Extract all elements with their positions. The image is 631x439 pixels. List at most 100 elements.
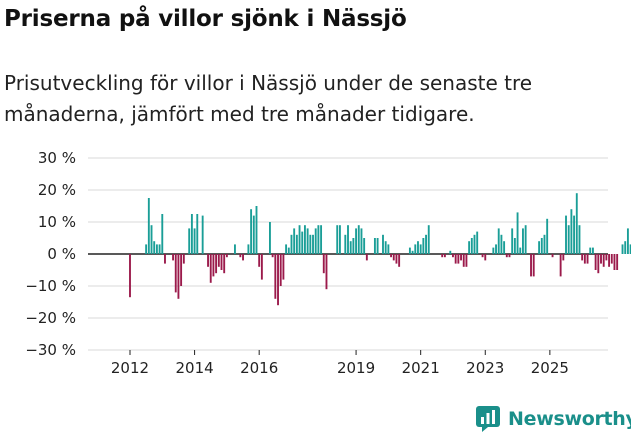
bar <box>497 228 500 254</box>
bar <box>336 225 339 254</box>
bar <box>309 234 312 254</box>
bar <box>239 254 242 258</box>
bar <box>468 241 471 254</box>
x-tick-label: 2023 <box>466 359 504 377</box>
bar <box>594 254 597 270</box>
bar <box>172 254 174 261</box>
bar <box>621 244 624 254</box>
x-tick-label: 2025 <box>531 359 569 377</box>
bar <box>147 198 150 254</box>
bar <box>274 254 277 299</box>
bar <box>538 241 541 254</box>
bar <box>250 209 253 254</box>
bar <box>247 244 250 254</box>
bar <box>174 254 177 293</box>
bar <box>201 215 204 254</box>
bar <box>581 254 584 261</box>
bar <box>427 225 430 254</box>
bar <box>503 241 506 254</box>
bar <box>382 234 384 254</box>
bar <box>349 241 352 254</box>
bar <box>575 193 578 254</box>
bar <box>322 254 325 274</box>
y-tick-label: −20 % <box>25 309 76 327</box>
chart-title: Priserna på villor sjönk i Nässjö <box>4 6 407 32</box>
bar <box>298 225 301 254</box>
bar <box>573 215 576 254</box>
bar <box>522 228 524 254</box>
bar <box>320 225 323 254</box>
bar <box>365 254 368 261</box>
bar <box>164 254 166 264</box>
bar <box>352 238 355 254</box>
bar <box>492 247 495 254</box>
bar <box>605 254 608 261</box>
bar <box>443 254 446 258</box>
bar <box>344 234 347 254</box>
bar <box>360 228 363 254</box>
bar <box>155 244 158 254</box>
bar <box>196 214 199 254</box>
bar <box>258 254 261 267</box>
x-tick-label: 2021 <box>402 359 440 377</box>
y-tick-label: 20 % <box>38 181 76 199</box>
bar <box>626 228 629 254</box>
bar <box>180 254 183 286</box>
bar <box>624 241 627 254</box>
bar <box>411 250 414 254</box>
y-tick-label: 10 % <box>38 213 76 231</box>
bar <box>295 234 298 254</box>
bar <box>190 214 193 254</box>
bar <box>290 234 293 254</box>
bar <box>277 254 279 306</box>
bar <box>613 254 616 270</box>
chart-subtitle: Prisutveckling för villor i Nässjö under… <box>4 71 533 126</box>
bar <box>505 254 508 258</box>
bar <box>207 254 209 267</box>
bar <box>457 254 460 264</box>
bar <box>597 254 600 274</box>
bar <box>293 228 296 254</box>
bar <box>530 254 532 277</box>
bar <box>182 254 185 264</box>
bar <box>285 244 288 254</box>
bar <box>600 254 602 264</box>
bar <box>225 254 228 258</box>
bar <box>395 254 398 264</box>
bar <box>419 244 422 254</box>
bar <box>495 244 497 254</box>
y-tick-label: 30 % <box>38 149 76 167</box>
bar <box>260 254 263 280</box>
bar <box>303 225 306 254</box>
x-tick-label: 2019 <box>337 359 375 377</box>
y-tick-label: −30 % <box>25 341 76 359</box>
bar <box>513 238 516 254</box>
bar <box>417 241 419 254</box>
bar <box>217 254 220 267</box>
newsworthy-logo: Newsworthy <box>476 406 631 432</box>
bar <box>158 244 161 254</box>
bar <box>252 215 255 254</box>
bar <box>414 244 417 254</box>
bar <box>129 254 131 298</box>
bar <box>390 254 392 258</box>
bar <box>422 238 425 254</box>
bar <box>376 238 379 254</box>
bar <box>511 228 514 254</box>
x-tick-label: 2014 <box>175 359 213 377</box>
bar <box>373 238 376 254</box>
bar <box>314 228 317 254</box>
bar <box>484 254 487 261</box>
y-tick-label: −10 % <box>25 277 76 295</box>
bar <box>570 209 573 254</box>
newsworthy-icon <box>476 406 500 432</box>
bar <box>161 214 164 254</box>
bar <box>398 254 401 267</box>
bar <box>524 225 527 254</box>
x-tick-label: 2012 <box>111 359 149 377</box>
bar <box>279 254 282 286</box>
bar <box>392 254 395 261</box>
bar <box>589 247 592 254</box>
bar <box>209 254 212 283</box>
